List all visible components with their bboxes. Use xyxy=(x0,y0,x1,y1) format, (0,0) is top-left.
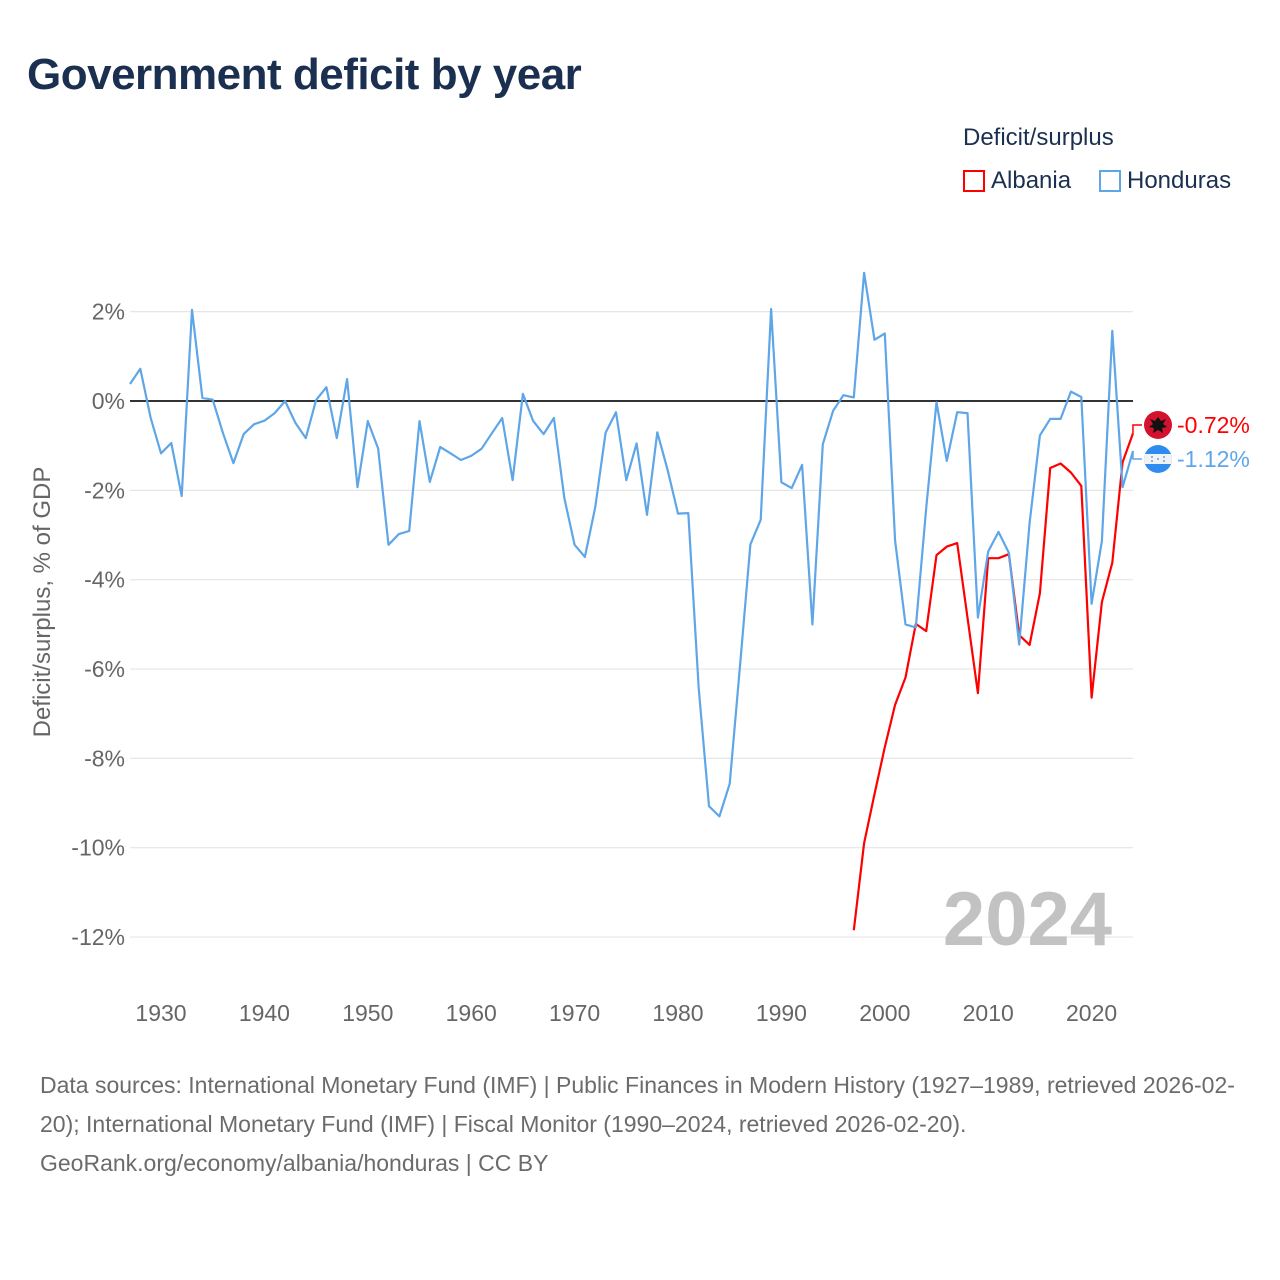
x-tick-label: 1980 xyxy=(652,1000,703,1026)
series-line-honduras xyxy=(129,271,1135,818)
y-tick-label: -6% xyxy=(84,656,125,682)
legend-swatch-honduras xyxy=(1099,170,1121,192)
y-tick-label: 2% xyxy=(92,299,125,325)
x-tick-label: 1950 xyxy=(342,1000,393,1026)
legend-item-albania[interactable]: Albania xyxy=(963,167,1071,195)
data-sources: Data sources: International Monetary Fun… xyxy=(40,1072,1235,1137)
y-tick-label: -4% xyxy=(84,567,125,593)
legend-label: Albania xyxy=(991,167,1072,194)
legend-label: Honduras xyxy=(1127,167,1232,194)
legend-swatch-albania xyxy=(963,170,985,192)
chart-title: Government deficit by year xyxy=(27,50,582,99)
end-connector xyxy=(1132,424,1142,434)
star-icon xyxy=(1157,458,1159,460)
watermark-year: 2024 xyxy=(943,877,1112,962)
y-tick-label: -8% xyxy=(84,745,125,771)
y-axis-label: Deficit/surplus, % of GDP xyxy=(29,467,56,738)
legend-title: Deficit/surplus xyxy=(963,124,1114,151)
y-tick-label: 0% xyxy=(92,388,125,414)
credit-link[interactable]: GeoRank.org/economy/albania/honduras | C… xyxy=(40,1150,549,1176)
end-connector xyxy=(1132,451,1142,460)
x-tick-label: 1940 xyxy=(239,1000,290,1026)
footer: Data sources: International Monetary Fun… xyxy=(40,1066,1240,1183)
end-value-label: -0.72% xyxy=(1177,412,1250,438)
x-tick-label: 2020 xyxy=(1066,1000,1117,1026)
honduras-flag-icon xyxy=(1144,445,1172,473)
star-icon xyxy=(1151,456,1153,458)
x-tick-label: 1960 xyxy=(446,1000,497,1026)
x-tick-label: 2000 xyxy=(859,1000,910,1026)
y-tick-label: -12% xyxy=(71,924,125,950)
x-tick-label: 2010 xyxy=(963,1000,1014,1026)
legend-item-honduras[interactable]: Honduras xyxy=(1099,167,1231,195)
x-tick-label: 1970 xyxy=(549,1000,600,1026)
star-icon xyxy=(1151,460,1153,462)
x-tick-label: 1930 xyxy=(135,1000,186,1026)
y-tick-label: -2% xyxy=(84,477,125,503)
series-line-albania xyxy=(852,432,1135,931)
star-icon xyxy=(1163,456,1165,458)
y-tick-label: -10% xyxy=(71,835,125,861)
end-value-label: -1.12% xyxy=(1177,446,1250,472)
x-tick-label: 1990 xyxy=(756,1000,807,1026)
eagle-icon xyxy=(1149,417,1167,433)
star-icon xyxy=(1163,460,1165,462)
